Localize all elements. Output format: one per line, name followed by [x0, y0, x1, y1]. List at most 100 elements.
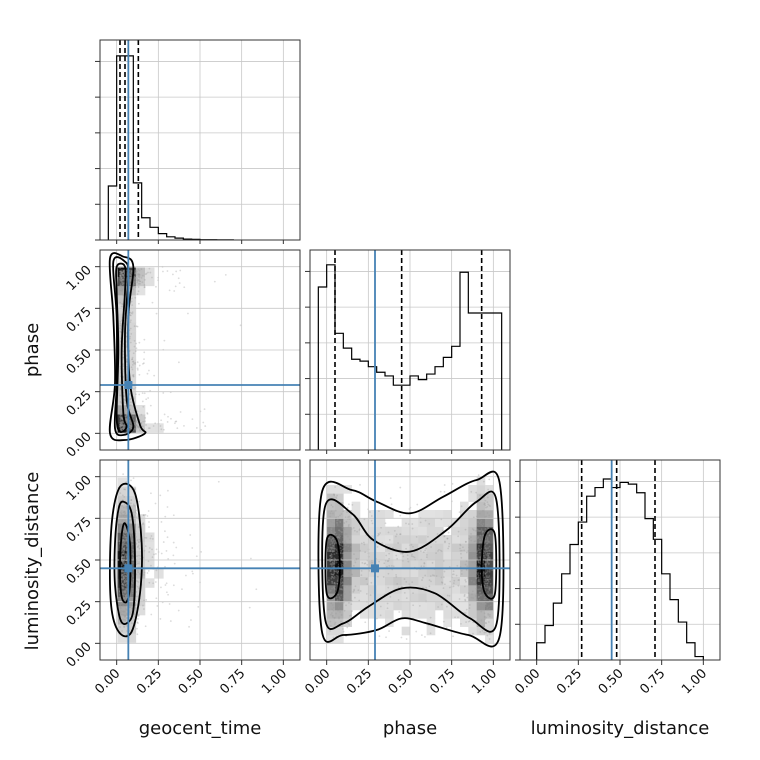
scatter-point-phase-luminosity_distance [484, 565, 487, 568]
density-cell-phase-luminosity_distance [368, 526, 377, 536]
scatter-point-geocent_time-phase [120, 425, 122, 428]
scatter-point-geocent_time-luminosity_distance [119, 522, 122, 525]
scatter-point-geocent_time-phase [119, 278, 122, 281]
scatter-point-phase-luminosity_distance [477, 572, 480, 574]
scatter-point-geocent_time-luminosity_distance [120, 574, 123, 577]
scatter-point-phase-luminosity_distance [375, 617, 378, 620]
scatter-point-geocent_time-phase [135, 420, 138, 423]
scatter-point-phase-luminosity_distance [333, 547, 336, 550]
scatter-point-phase-luminosity_distance [487, 563, 490, 566]
scatter-point-phase-luminosity_distance [327, 546, 330, 549]
ytick-label-phase-2: 0.50 [64, 346, 95, 377]
density-cell-phase-luminosity_distance [385, 526, 394, 536]
scatter-point-phase-luminosity_distance [358, 528, 361, 530]
scatter-point-phase-luminosity_distance [439, 490, 442, 493]
scatter-point-geocent_time-phase [121, 420, 124, 423]
scatter-point-phase-luminosity_distance [474, 550, 476, 553]
scatter-point-phase-luminosity_distance [486, 576, 488, 579]
scatter-point-phase-luminosity_distance [465, 560, 468, 562]
scatter-point-phase-luminosity_distance [333, 560, 336, 563]
scatter-point-phase-luminosity_distance [329, 560, 332, 563]
scatter-point-geocent_time-luminosity_distance [123, 525, 126, 528]
scatter-point-phase-luminosity_distance [405, 580, 408, 583]
scatter-point-geocent_time-luminosity_distance [135, 563, 138, 565]
xtick-label-luminosity_distance-1: 0.25 [554, 666, 585, 697]
contour-geocent-dist-mid [113, 500, 136, 625]
scatter-point-phase-luminosity_distance [474, 540, 477, 543]
scatter-point-phase-luminosity_distance [485, 563, 487, 566]
scatter-point-geocent_time-phase [120, 429, 122, 432]
scatter-point-geocent_time-phase [120, 424, 123, 427]
scatter-point-geocent_time-luminosity_distance [120, 553, 123, 555]
scatter-point-geocent_time-luminosity_distance [124, 532, 127, 534]
density-cell-phase-luminosity_distance [376, 585, 386, 594]
scatter-point-geocent_time-phase [137, 273, 140, 276]
scatter-point-geocent_time-luminosity_distance [122, 560, 125, 562]
scatter-point-geocent_time-phase [121, 427, 123, 430]
scatter-point-geocent_time-phase [144, 417, 147, 419]
contour-geocent-dist-outer [109, 482, 143, 638]
scatter-point-geocent_time-phase [133, 281, 135, 283]
scatter-point-phase-luminosity_distance [483, 576, 486, 579]
scatter-point-phase-luminosity_distance [476, 573, 479, 576]
scatter-point-geocent_time-phase [134, 270, 136, 273]
xlabel-phase: phase [383, 718, 437, 739]
scatter-point-geocent_time-phase [121, 271, 124, 274]
scatter-point-phase-luminosity_distance [436, 533, 439, 535]
scatter-point-geocent_time-luminosity_distance [121, 582, 124, 585]
scatter-point-geocent_time-luminosity_distance [144, 513, 147, 516]
scatter-point-phase-luminosity_distance [482, 571, 485, 573]
scatter-point-phase-luminosity_distance [339, 588, 342, 591]
scatter-point-geocent_time-luminosity_distance [154, 502, 157, 505]
scatter-point-phase-luminosity_distance [376, 545, 379, 548]
scatter-point-geocent_time-luminosity_distance [167, 489, 169, 492]
scatter-point-geocent_time-luminosity_distance [191, 547, 194, 549]
xtick-label-luminosity_distance-0: 0.00 [512, 666, 543, 697]
scatter-point-phase-luminosity_distance [333, 572, 336, 575]
scatter-point-geocent_time-luminosity_distance [148, 526, 150, 528]
scatter-point-geocent_time-phase [120, 421, 122, 424]
scatter-point-phase-luminosity_distance [331, 580, 333, 583]
scatter-point-geocent_time-luminosity_distance [197, 605, 200, 608]
scatter-point-phase-luminosity_distance [334, 496, 337, 499]
scatter-point-phase-luminosity_distance [452, 582, 455, 585]
density-cell-phase-luminosity_distance [451, 526, 461, 536]
scatter-point-geocent_time-luminosity_distance [129, 601, 132, 604]
scatter-point-phase-luminosity_distance [341, 531, 343, 534]
scatter-point-phase-luminosity_distance [470, 596, 473, 599]
xtick-label-geocent_time-4: 1.00 [259, 666, 290, 697]
xtick-label-phase-2: 0.50 [386, 666, 417, 697]
scatter-point-geocent_time-luminosity_distance [121, 519, 124, 522]
scatter-point-phase-luminosity_distance [485, 542, 488, 545]
scatter-point-geocent_time-luminosity_distance [122, 614, 125, 616]
scatter-point-phase-luminosity_distance [412, 555, 415, 558]
scatter-point-phase-luminosity_distance [333, 575, 336, 578]
density-cell-phase-luminosity_distance [418, 535, 427, 544]
scatter-point-phase-luminosity_distance [331, 575, 333, 578]
scatter-point-phase-luminosity_distance [387, 560, 389, 562]
scatter-point-geocent_time-phase [139, 428, 141, 431]
xtick-label-phase-3: 0.75 [427, 666, 458, 697]
scatter-point-phase-luminosity_distance [342, 552, 345, 555]
scatter-point-geocent_time-luminosity_distance [138, 562, 141, 565]
density-cell-phase-luminosity_distance [360, 518, 369, 527]
density-cell-phase-luminosity_distance [435, 576, 444, 586]
density-cell-phase-luminosity_distance [335, 518, 344, 527]
density-cell-geocent_time-phase [126, 313, 137, 323]
density-cell-phase-luminosity_distance [476, 476, 486, 486]
scatter-point-geocent_time-phase [141, 274, 144, 277]
density-cell-phase-luminosity_distance [468, 576, 477, 586]
scatter-point-geocent_time-luminosity_distance [151, 556, 154, 559]
density-cell-phase-luminosity_distance [468, 560, 477, 569]
scatter-point-phase-luminosity_distance [332, 538, 334, 540]
scatter-point-geocent_time-phase [135, 420, 138, 422]
scatter-point-phase-luminosity_distance [488, 514, 491, 517]
scatter-point-geocent_time-luminosity_distance [172, 584, 175, 587]
density-cell-phase-luminosity_distance [326, 493, 336, 502]
scatter-point-geocent_time-luminosity_distance [123, 591, 126, 594]
density-cell-geocent_time-luminosity_distance [126, 624, 137, 634]
density-cell-geocent_time-luminosity_distance [145, 560, 155, 570]
scatter-point-geocent_time-luminosity_distance [121, 499, 124, 501]
scatter-point-phase-luminosity_distance [330, 540, 333, 542]
scatter-point-geocent_time-phase [121, 269, 124, 272]
